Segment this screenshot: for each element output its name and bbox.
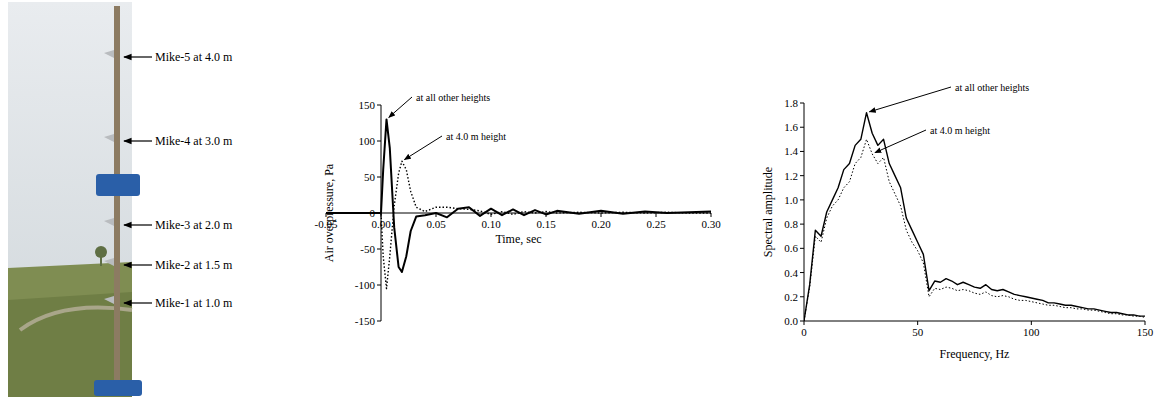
x-axis-title: Time, sec bbox=[495, 232, 541, 246]
photo-microphone bbox=[104, 296, 114, 304]
y-tick-label: 1.6 bbox=[784, 121, 798, 133]
annotation: at 4.0 m height bbox=[446, 131, 506, 142]
x-tick-label: 0.10 bbox=[481, 218, 501, 230]
photo-label: Mike-3 at 2.0 m bbox=[155, 218, 233, 232]
photo-tree bbox=[100, 252, 102, 266]
photo-microphone bbox=[104, 134, 114, 142]
x-tick-label: 0.30 bbox=[701, 218, 721, 230]
annotation: at 4.0 m height bbox=[930, 125, 990, 136]
x-tick-label: 150 bbox=[1137, 326, 1154, 338]
y-tick-label: 100 bbox=[359, 135, 376, 147]
y-tick-label: 0.8 bbox=[784, 218, 798, 230]
photo-label: Mike-1 at 1.0 m bbox=[155, 296, 233, 310]
y-axis-title: Spectral amplitude bbox=[761, 167, 775, 257]
x-tick bbox=[917, 321, 918, 325]
photo-label: Mike-2 at 1.5 m bbox=[155, 258, 233, 272]
x-tick bbox=[1145, 321, 1146, 325]
y-tick bbox=[800, 296, 804, 297]
x-axis-line bbox=[804, 321, 1145, 322]
y-tick-label: -150 bbox=[355, 315, 376, 327]
y-tick-label: -50 bbox=[360, 243, 375, 255]
y-tick bbox=[800, 175, 804, 176]
x-tick bbox=[1031, 321, 1032, 325]
photo-microphone bbox=[104, 50, 114, 58]
y-tick bbox=[377, 177, 381, 178]
plot-area bbox=[326, 119, 711, 288]
x-tick-label: 0.15 bbox=[536, 218, 556, 230]
annotation-arrow bbox=[875, 130, 926, 153]
annotation-arrow bbox=[404, 136, 442, 160]
label-arrow bbox=[124, 140, 152, 141]
label-arrow bbox=[124, 56, 152, 57]
photo-grass bbox=[8, 262, 132, 397]
chart-panel: 0.0 0.2 0.4 0.6 0.8 1.0 1.2 1.4 1.6 1.8 0 50 100 150 F… bbox=[761, 82, 1154, 361]
x-tick-label: 0.05 bbox=[426, 218, 446, 230]
series-line bbox=[326, 161, 711, 288]
y-tick bbox=[377, 285, 381, 286]
y-tick-label: 0.0 bbox=[784, 315, 798, 327]
photo-label: Mike-4 at 3.0 m bbox=[155, 134, 233, 148]
x-tick bbox=[804, 321, 805, 325]
series-line bbox=[804, 139, 1145, 321]
y-tick bbox=[800, 224, 804, 225]
photo-microphone bbox=[104, 218, 114, 226]
series-line bbox=[326, 119, 711, 272]
figure: Mike-5 at 4.0 m Mike-4 at 3.0 m Mike-3 at … bbox=[0, 0, 1162, 399]
y-tick bbox=[800, 321, 804, 322]
y-tick-label: -100 bbox=[355, 279, 376, 291]
y-tick bbox=[800, 199, 804, 200]
photo-label: Mike-5 at 4.0 m bbox=[155, 50, 233, 64]
y-tick bbox=[800, 103, 804, 104]
y-tick-label: 0.2 bbox=[784, 291, 798, 303]
annotation-arrow bbox=[869, 87, 951, 112]
label-arrow bbox=[124, 264, 152, 265]
x-tick bbox=[656, 213, 657, 217]
y-tick bbox=[800, 248, 804, 249]
series-line bbox=[804, 113, 1145, 321]
y-tick-label: 0.4 bbox=[784, 267, 798, 279]
y-tick-label: 50 bbox=[364, 171, 376, 183]
label-arrow bbox=[124, 224, 152, 225]
x-tick-label: 100 bbox=[1023, 326, 1040, 338]
y-tick bbox=[377, 321, 381, 322]
x-tick-label: 0.25 bbox=[646, 218, 666, 230]
y-axis-line bbox=[804, 103, 805, 321]
y-tick-label: 0.6 bbox=[784, 242, 798, 254]
label-arrow bbox=[124, 302, 152, 303]
y-tick-label: 1.2 bbox=[784, 170, 798, 182]
plot-area bbox=[804, 113, 1145, 321]
x-tick-label: 0 bbox=[801, 326, 807, 338]
y-tick bbox=[800, 272, 804, 273]
y-tick-label: 1.8 bbox=[784, 97, 798, 109]
y-tick bbox=[377, 141, 381, 142]
annotation: at all other heights bbox=[416, 92, 490, 103]
photo-panel: Mike-5 at 4.0 m Mike-4 at 3.0 m Mike-3 at … bbox=[8, 2, 233, 397]
photo-microphone bbox=[104, 258, 114, 266]
y-tick bbox=[800, 127, 804, 128]
photo-sky bbox=[8, 2, 132, 397]
photo-box bbox=[94, 380, 142, 396]
x-axis-title: Frequency, Hz bbox=[940, 347, 1010, 361]
photo-pole bbox=[114, 6, 120, 388]
chart-panel: -150-100-50050100150-0.050.000.050.100.1… bbox=[315, 92, 722, 327]
y-tick bbox=[377, 105, 381, 106]
y-tick-label: 1.4 bbox=[784, 145, 798, 157]
x-tick-label: 0.20 bbox=[591, 218, 611, 230]
x-tick-label: 50 bbox=[912, 326, 924, 338]
y-tick-label: 150 bbox=[359, 99, 376, 111]
y-tick bbox=[377, 249, 381, 250]
annotation: at all other heights bbox=[955, 82, 1029, 93]
y-tick-label: 1.0 bbox=[784, 194, 798, 206]
annotation-arrow bbox=[389, 97, 412, 117]
photo-box bbox=[96, 174, 140, 196]
y-tick bbox=[800, 151, 804, 152]
